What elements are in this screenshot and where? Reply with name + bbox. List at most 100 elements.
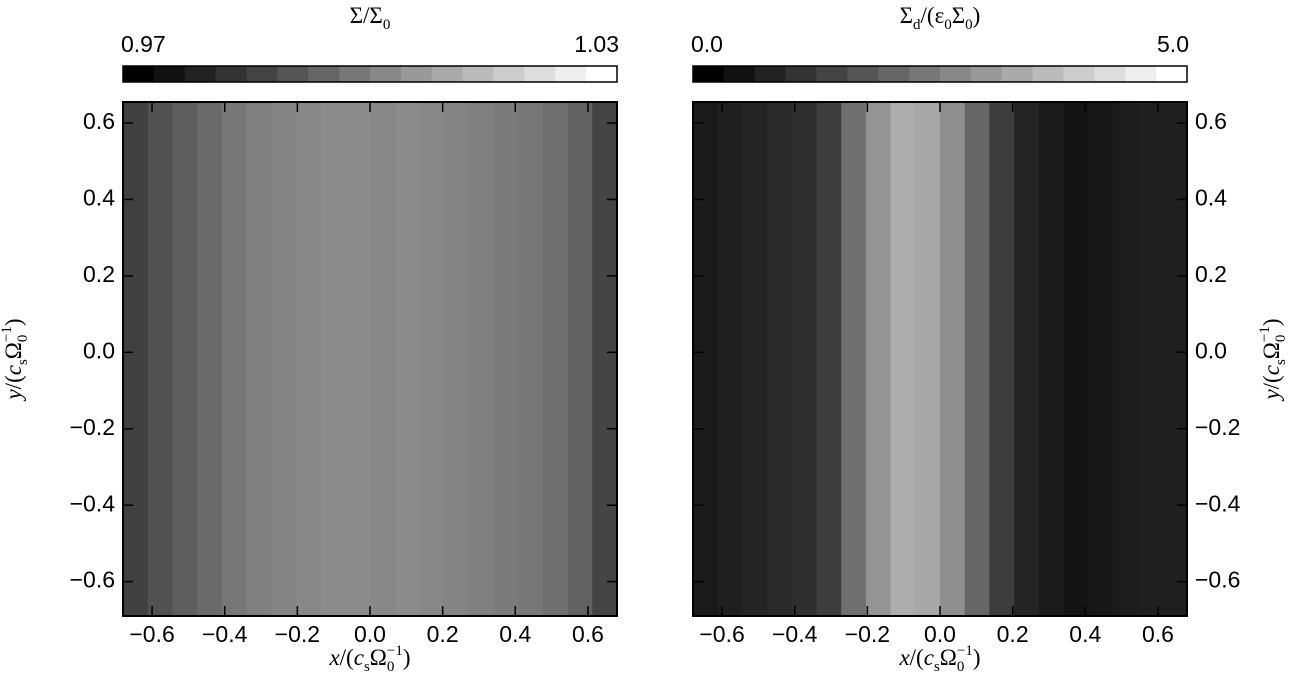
x-tick-label: −0.6 [129,621,174,647]
x-axis-label: x/(csΩ0−1) [328,643,410,675]
y-axis-label-part: Ω [1,342,26,359]
x-tick-label: 0.0 [354,621,386,647]
y-axis-label-part: 0 [15,335,31,343]
y-axis-label-part: s [15,359,31,365]
colorbar-title: Σd/(ε0Σ0) [900,3,981,33]
colorbar-step [184,66,217,82]
y-axis-label-part: 0 [1273,335,1289,343]
heat-column [742,102,768,616]
x-axis-label-part: −1 [387,643,403,659]
heat-column [567,102,593,616]
heat-column [320,102,346,616]
heat-column [915,102,941,616]
y-tick-label: 0.0 [83,337,115,363]
y-axis-label-part: y [1259,389,1284,402]
heat-column [940,102,966,616]
x-axis-label-part: ) [973,645,981,670]
heat-column [518,102,544,616]
x-axis-label-part: 0 [387,659,395,675]
y-axis-label-part: −1 [0,326,15,342]
heat-column [1088,102,1114,616]
x-tick-label: −0.4 [772,621,818,647]
heat-column [370,102,396,616]
y-tick-label: −0.6 [70,567,115,593]
colorbar-title-part: Σ/Σ [350,3,383,28]
y-axis-label-part: /( [1259,375,1284,389]
colorbar-step [754,66,787,82]
heat-column [791,102,817,616]
y-axis-label: y/(csΩ0−1) [1257,318,1289,401]
heat-column [865,102,892,616]
heat-column [1063,102,1089,616]
heat-column [345,102,371,616]
x-axis-label-part: c [354,645,364,670]
x-axis-label: x/(csΩ0−1) [898,643,980,675]
y-tick-label: −0.4 [1195,490,1241,516]
colorbar-step [153,66,186,82]
colorbar-step [1032,66,1064,82]
colorbar-step [493,66,525,82]
heat-column [123,102,149,616]
x-axis-label-part: 0 [957,659,965,675]
y-axis-label-part: −1 [1257,326,1273,342]
colorbar-step [246,66,278,82]
heat-column [592,102,618,616]
colorbar-step [555,66,587,82]
colorbar-step [723,66,756,82]
heat-column [246,102,272,616]
heat-column [1162,102,1188,616]
x-axis-label-part: ) [403,645,411,670]
colorbar-tick-label: 0.97 [121,31,166,57]
y-axis-label-part: s [1273,359,1289,365]
heat-column [271,102,297,616]
x-tick-label: 0.4 [499,621,531,647]
colorbar-step [215,66,247,82]
x-axis-label-part: −1 [957,643,973,659]
heat-column [468,102,494,616]
heat-column [1112,102,1139,616]
colorbar-step [123,66,155,82]
colorbar-step [785,66,817,82]
x-axis-label-part: Ω [940,645,957,670]
colorbar-step [462,66,494,82]
colorbar-tick-label: 1.03 [574,31,619,57]
heat-column [197,102,223,616]
colorbar-step [1063,66,1095,82]
colorbar-title-part: /(ε [921,3,945,28]
colorbar-step [400,66,433,82]
colorbar-title-part: d [913,17,921,33]
colorbar-step [524,66,556,82]
heat-column [693,102,719,616]
colorbar-step [909,66,941,82]
colorbar-step [586,66,618,82]
y-tick-label: 0.6 [83,108,115,134]
colorbar-step [847,66,879,82]
colorbar-title-part: 0 [383,17,391,33]
heat-column [542,102,569,616]
colorbar-step [1125,66,1157,82]
colorbar-step [339,66,371,82]
heat-column [1014,102,1040,616]
colorbar-step [816,66,848,82]
y-axis-label-part: ) [1259,318,1284,326]
x-tick-label: −0.4 [202,621,248,647]
y-tick-label: −0.4 [70,490,116,516]
y-axis-label-part: /( [1,375,26,389]
colorbar-title-part: 0 [944,17,952,33]
y-axis-label: y/(csΩ0−1) [0,318,31,401]
heat-column [767,102,793,616]
x-tick-label: −0.2 [275,621,320,647]
heat-column [841,102,867,616]
x-axis-label-part: c [924,645,934,670]
x-axis-label-part: s [364,659,370,675]
colorbar-step [308,66,340,82]
colorbar-step [277,66,309,82]
y-tick-label: 0.2 [1195,261,1227,287]
heat-column [816,102,842,616]
colorbar-title-part: Σ [900,3,913,28]
colorbar-title-part: ) [973,3,981,28]
y-tick-label: −0.2 [70,414,115,440]
x-tick-label: 0.2 [997,621,1029,647]
x-tick-label: 0.2 [427,621,459,647]
